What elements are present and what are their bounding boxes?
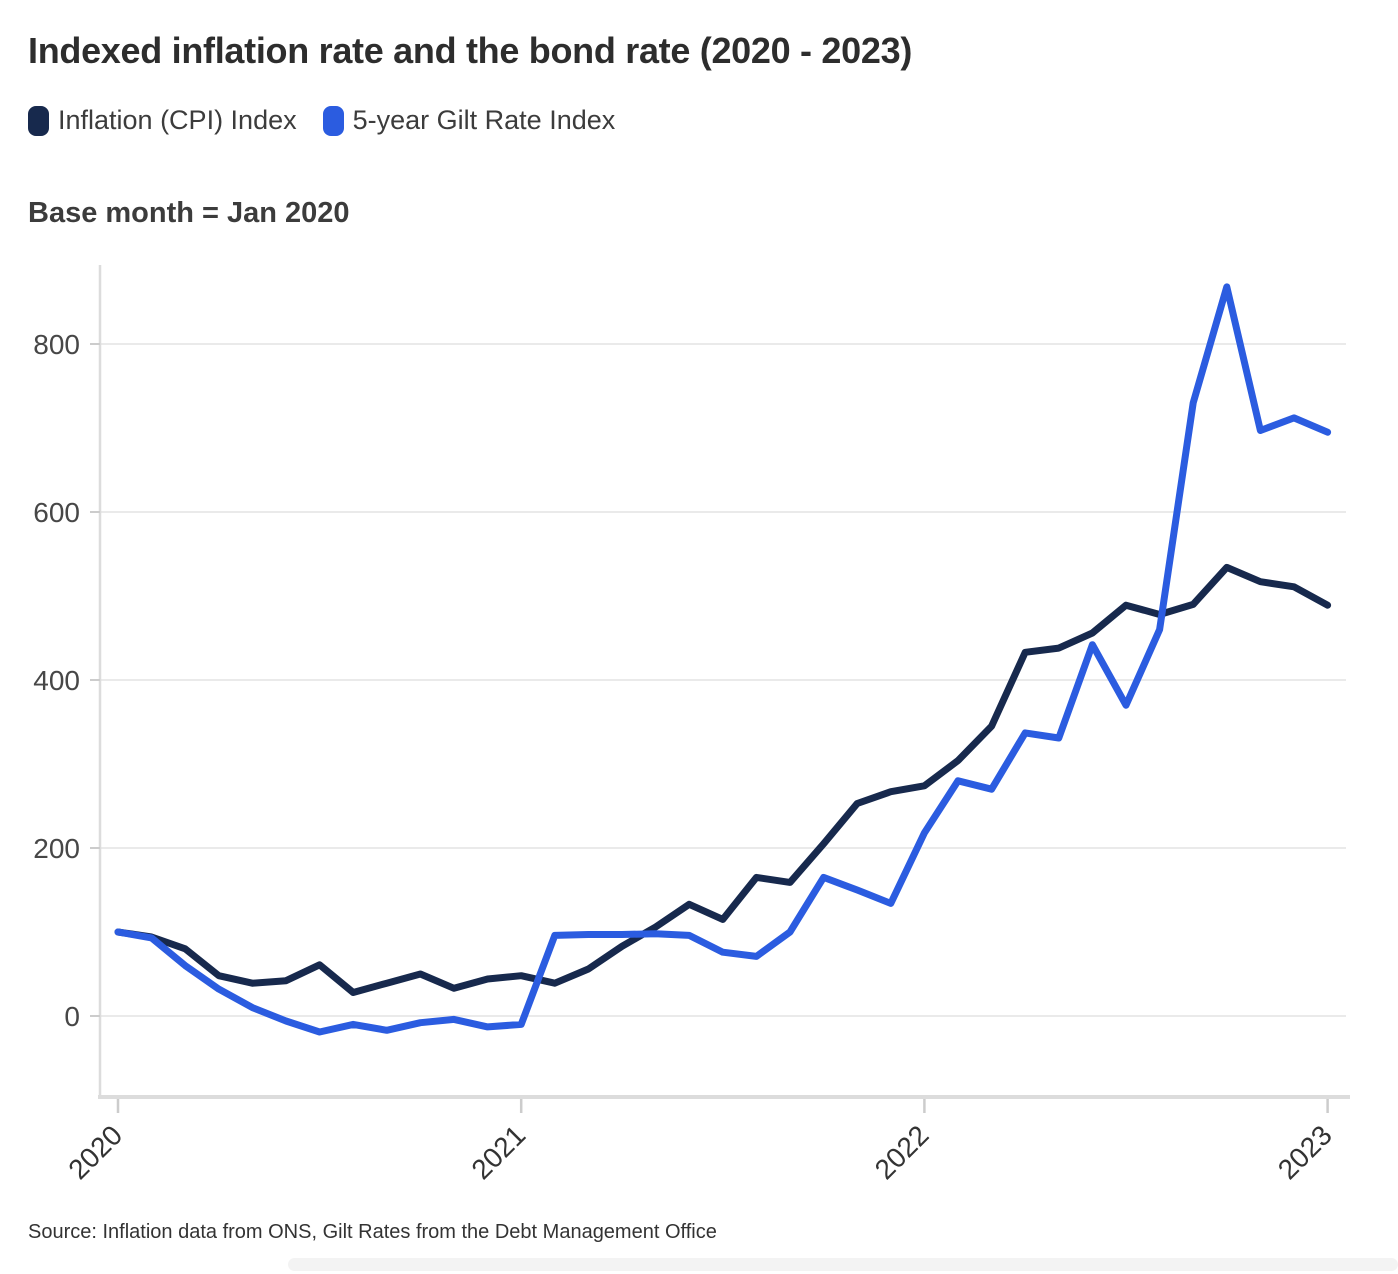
- legend-item-gilt[interactable]: 5-year Gilt Rate Index: [322, 105, 616, 136]
- legend-item-cpi[interactable]: Inflation (CPI) Index: [28, 105, 297, 136]
- base-month-note: Base month = Jan 2020: [28, 197, 350, 229]
- svg-text:600: 600: [33, 497, 80, 528]
- svg-text:2020: 2020: [62, 1119, 128, 1185]
- svg-text:800: 800: [33, 329, 80, 360]
- cpi-legend-swatch-icon: [28, 105, 49, 136]
- horizontal-scrollbar[interactable]: [288, 1258, 1398, 1271]
- svg-text:400: 400: [33, 665, 80, 696]
- gilt-series-line: [114, 283, 1332, 1036]
- cpi-series-line: [114, 563, 1332, 996]
- svg-text:2023: 2023: [1272, 1119, 1338, 1185]
- svg-text:2022: 2022: [869, 1119, 935, 1185]
- svg-text:200: 200: [33, 833, 80, 864]
- x-axis: 2020 2021 2022 2023: [62, 1095, 1350, 1185]
- svg-text:2021: 2021: [465, 1119, 531, 1185]
- source-note: Source: Inflation data from ONS, Gilt Ra…: [28, 1221, 717, 1243]
- chart-legend: Inflation (CPI) Index 5-year Gilt Rate I…: [28, 105, 615, 136]
- gilt-legend-swatch-icon: [322, 105, 344, 136]
- chart-title: Indexed inflation rate and the bond rate…: [28, 30, 913, 71]
- svg-text:0: 0: [64, 1001, 80, 1032]
- y-axis: 0 200 400 600 800: [33, 265, 102, 1097]
- cpi-legend-label: Inflation (CPI) Index: [58, 105, 297, 135]
- gilt-legend-label: 5-year Gilt Rate Index: [352, 105, 616, 135]
